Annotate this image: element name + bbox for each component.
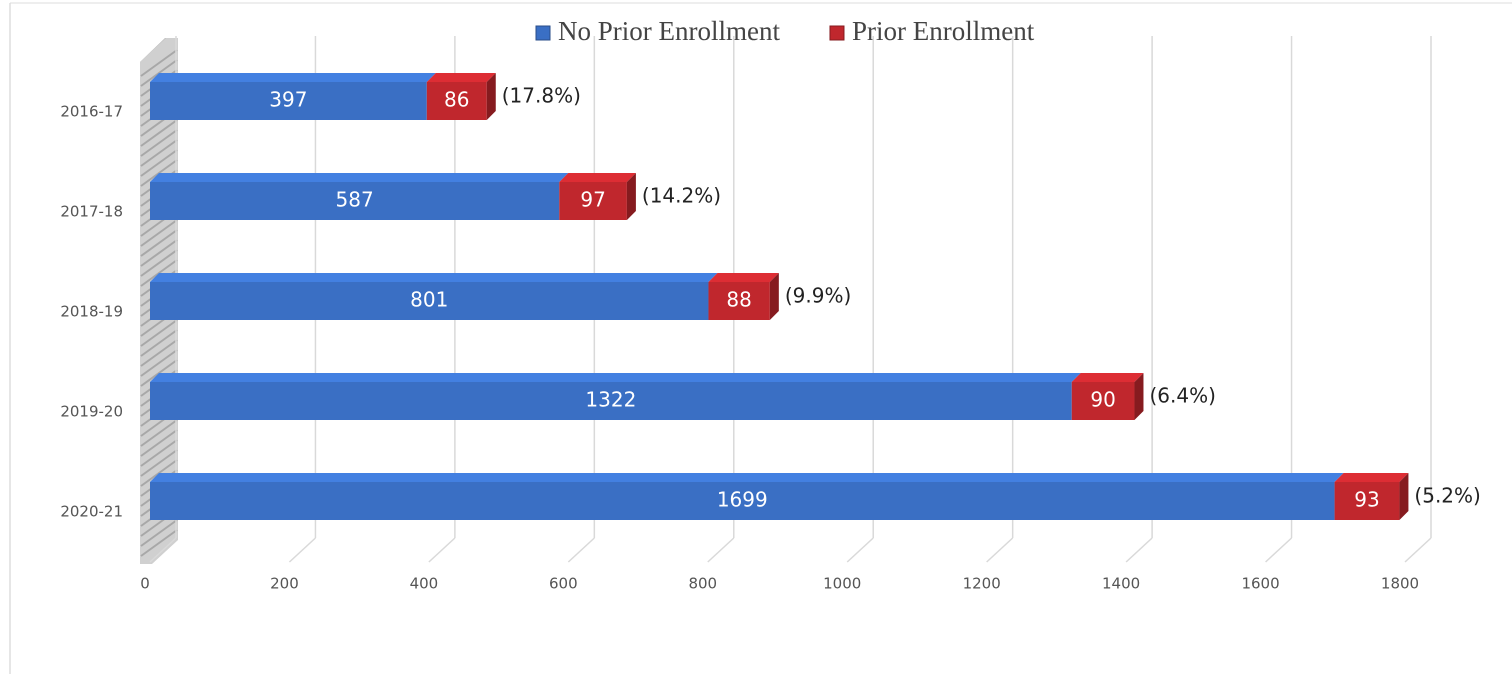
y-tick-label: 2018-19 xyxy=(60,303,123,321)
wall-hatch xyxy=(140,319,178,347)
wall-hatch xyxy=(140,349,178,377)
bar xyxy=(150,382,1072,420)
bar-side xyxy=(769,273,779,320)
value-label: 397 xyxy=(269,88,307,112)
legend-label: Prior Enrollment xyxy=(852,16,1035,46)
bar-top xyxy=(1334,473,1409,482)
bar xyxy=(150,182,560,220)
bar xyxy=(1071,382,1135,420)
wall-hatch xyxy=(140,439,178,467)
floor-line xyxy=(846,537,874,563)
bar-side xyxy=(1134,373,1144,420)
bar-side xyxy=(486,73,496,120)
wall-hatch xyxy=(140,219,178,247)
bar xyxy=(559,182,627,220)
value-label: 801 xyxy=(410,288,448,312)
wall-hatch xyxy=(140,239,178,267)
value-label: 93 xyxy=(1354,488,1379,512)
x-tick-label: 1000 xyxy=(823,575,861,593)
x-tick-label: 1600 xyxy=(1241,575,1279,593)
annotation: (14.2%) xyxy=(642,184,721,208)
x-tick-label: 0 xyxy=(140,575,150,593)
value-label: 88 xyxy=(726,288,751,312)
y-tick-label: 2020-21 xyxy=(60,503,123,521)
bar-side xyxy=(1399,473,1409,520)
value-label: 90 xyxy=(1090,388,1115,412)
wall-hatch xyxy=(140,49,178,77)
value-label: 97 xyxy=(580,188,605,212)
legend-swatch xyxy=(829,25,845,41)
wall-hatch xyxy=(140,139,178,167)
annotation: (5.2%) xyxy=(1414,484,1480,508)
bar xyxy=(1334,482,1400,520)
y-tick-label: 2016-17 xyxy=(60,103,123,121)
legend-swatch xyxy=(535,25,551,41)
annotation: (9.9%) xyxy=(785,284,851,308)
wall-hatch xyxy=(140,519,178,547)
value-label: 587 xyxy=(336,188,374,212)
x-tick-label: 400 xyxy=(410,575,439,593)
floor-line xyxy=(428,537,456,563)
bar-top xyxy=(559,173,636,182)
x-tick-label: 1400 xyxy=(1102,575,1140,593)
annotation: (6.4%) xyxy=(1149,384,1215,408)
wall-hatch xyxy=(140,429,178,457)
x-tick-label: 1200 xyxy=(963,575,1001,593)
floor-line xyxy=(1265,537,1293,563)
bar-side xyxy=(626,173,636,220)
value-label: 1699 xyxy=(717,488,768,512)
wall-hatch xyxy=(140,529,178,557)
bar xyxy=(150,282,709,320)
annotation: (17.8%) xyxy=(502,84,581,108)
value-label: 86 xyxy=(444,88,469,112)
wall-hatch xyxy=(140,449,178,477)
bar-top xyxy=(1071,373,1144,382)
wall-hatch xyxy=(140,229,178,257)
wall-hatch xyxy=(140,149,178,177)
x-tick-label: 200 xyxy=(270,575,299,593)
wall-hatch xyxy=(140,129,178,157)
floor-line xyxy=(288,537,316,563)
y-tick-label: 2017-18 xyxy=(60,203,123,221)
wall-hatch xyxy=(140,329,178,357)
legend-label: No Prior Enrollment xyxy=(558,16,780,46)
wall-hatch xyxy=(140,119,178,147)
floor-line xyxy=(1404,537,1432,563)
bar-top xyxy=(150,173,569,182)
floor-line xyxy=(149,537,177,563)
bar xyxy=(426,82,487,120)
x-tick-label: 800 xyxy=(688,575,717,593)
bar-top xyxy=(708,273,779,282)
wall-hatch xyxy=(140,249,178,277)
bar-top xyxy=(150,73,436,82)
floor-line xyxy=(986,537,1014,563)
x-tick-label: 1800 xyxy=(1381,575,1419,593)
wall-hatch xyxy=(140,419,178,447)
legend: No Prior Enrollment Prior Enrollment xyxy=(535,16,1035,46)
floor-line xyxy=(1125,537,1153,563)
y-tick-label: 2019-20 xyxy=(60,403,123,421)
bar xyxy=(708,282,770,320)
bar-top xyxy=(150,273,718,282)
wall-hatch xyxy=(140,339,178,367)
floor-line xyxy=(707,537,735,563)
value-label: 1322 xyxy=(585,388,636,412)
floor-line xyxy=(567,537,595,563)
bar-top xyxy=(150,473,1344,482)
bar-top xyxy=(426,73,496,82)
bar xyxy=(150,482,1335,520)
bar xyxy=(150,82,427,120)
x-tick-label: 600 xyxy=(549,575,578,593)
bar-top xyxy=(150,373,1081,382)
